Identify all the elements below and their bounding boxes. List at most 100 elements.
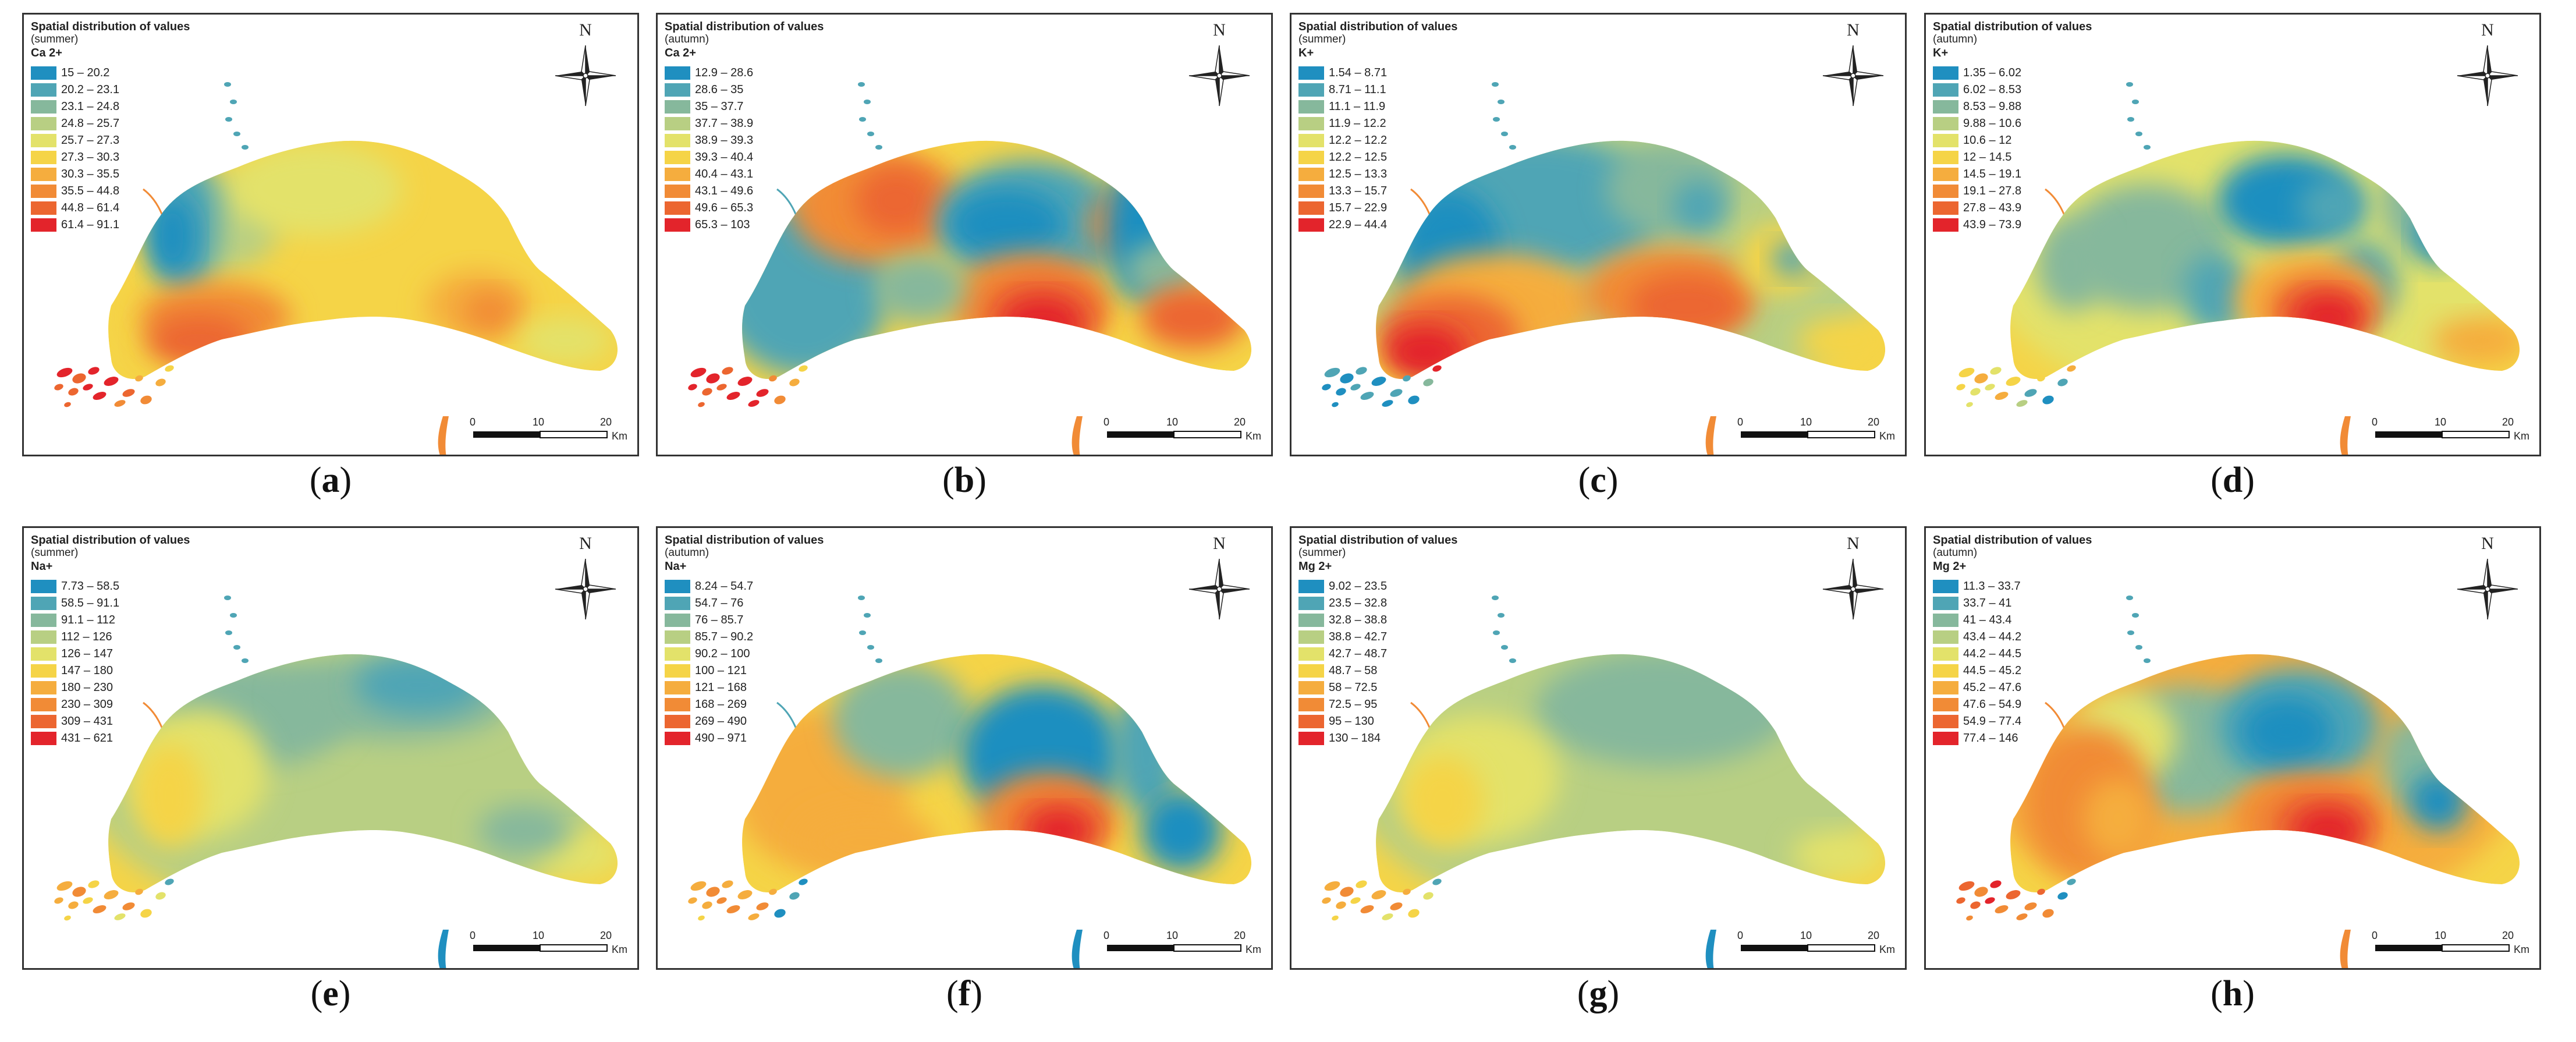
value-zone xyxy=(2293,294,2362,341)
coastal-feature xyxy=(1705,930,1716,968)
legend: Spatial distribution of values (autumn) … xyxy=(1933,534,2092,747)
legend-swatch xyxy=(665,151,690,164)
legend-swatch xyxy=(665,83,690,97)
island xyxy=(1350,897,1361,904)
legend-swatch xyxy=(1298,681,1324,694)
value-zone xyxy=(1402,755,1484,848)
legend-item: 13.3 – 15.7 xyxy=(1298,183,1457,200)
legend-label: 48.7 – 58 xyxy=(1329,664,1378,677)
legend-swatch xyxy=(31,630,56,644)
island xyxy=(2037,888,2045,895)
scale-tick: 10 xyxy=(1166,930,1179,941)
value-zone xyxy=(519,317,612,364)
legend-label: 10.6 – 12 xyxy=(1963,134,2012,147)
legend-item: 32.8 – 38.8 xyxy=(1298,612,1457,629)
legend-swatch xyxy=(31,715,56,728)
legend-swatch xyxy=(1933,664,1958,678)
island xyxy=(2042,909,2054,918)
legend-item: 269 – 490 xyxy=(665,713,824,730)
island xyxy=(155,378,166,387)
map-panel-c: Spatial distribution of values (summer) … xyxy=(1290,13,1907,456)
legend-label: 95 – 130 xyxy=(1329,715,1374,728)
islet xyxy=(864,613,871,618)
legend-item: 54.9 – 77.4 xyxy=(1933,713,2092,730)
legend-item: 7.73 – 58.5 xyxy=(31,578,190,595)
island xyxy=(1966,402,1973,407)
legend-title: Spatial distribution of values xyxy=(31,534,190,547)
island xyxy=(140,395,152,405)
island xyxy=(799,878,808,885)
map-canvas xyxy=(54,82,618,455)
legend-item: 431 – 621 xyxy=(31,730,190,747)
island xyxy=(64,915,71,921)
island xyxy=(1970,388,1981,396)
legend-label: 126 – 147 xyxy=(61,647,113,660)
legend-item: 130 – 184 xyxy=(1298,730,1457,747)
island xyxy=(726,392,740,400)
legend-item: 76 – 85.7 xyxy=(665,612,824,629)
legend: Spatial distribution of values (autumn) … xyxy=(665,20,824,233)
islet xyxy=(2127,117,2134,122)
legend-swatch xyxy=(31,732,56,745)
scale-unit: Km xyxy=(2514,430,2529,442)
islet xyxy=(224,82,231,87)
scale-tick: 0 xyxy=(1737,416,1744,428)
legend-label: 12 – 14.5 xyxy=(1963,151,2012,164)
legend-item: 10.6 – 12 xyxy=(1933,132,2092,149)
legend-season: (autumn) xyxy=(1933,547,1978,559)
island xyxy=(1408,909,1420,918)
island xyxy=(1423,378,1434,387)
legend-item: 43.9 – 73.9 xyxy=(1933,217,2092,233)
legend-swatch xyxy=(665,715,690,728)
legend-swatch xyxy=(31,201,56,215)
legend-label: 100 – 121 xyxy=(695,664,747,677)
legend-swatch xyxy=(665,614,690,627)
value-zone xyxy=(1141,790,1222,871)
islet xyxy=(242,145,249,150)
map-panel-a: Spatial distribution of values (summer) … xyxy=(22,13,639,456)
map-canvas xyxy=(54,596,618,968)
legend-label: 23.5 – 32.8 xyxy=(1329,597,1388,609)
map-panel-b: Spatial distribution of values (autumn) … xyxy=(656,13,1273,456)
legend-label: 19.1 – 27.8 xyxy=(1963,185,2022,197)
legend-swatch xyxy=(1933,185,1958,198)
island xyxy=(702,901,712,909)
island xyxy=(68,388,79,396)
legend-swatch xyxy=(665,681,690,694)
scale-bar: 0 10 20 Km xyxy=(1735,414,1903,449)
north-label: N xyxy=(2481,534,2494,553)
legend-item: 112 – 126 xyxy=(31,629,190,646)
coastal-feature xyxy=(2340,416,2351,455)
island xyxy=(93,905,107,913)
coastal-feature xyxy=(1071,930,1083,968)
north-label: N xyxy=(579,534,592,553)
value-zone xyxy=(2432,317,2520,364)
scale-tick: 0 xyxy=(470,930,476,941)
panel-caption: (c) xyxy=(1578,460,1619,500)
legend-item: 23.1 – 24.8 xyxy=(31,98,190,115)
legend-item: 309 – 431 xyxy=(31,713,190,730)
legend-season: (autumn) xyxy=(665,33,709,45)
island xyxy=(56,367,73,378)
island xyxy=(1432,878,1442,885)
panel-caption: (b) xyxy=(942,460,987,500)
legend-label: 85.7 – 90.2 xyxy=(695,630,754,643)
islet xyxy=(1493,630,1500,635)
panel-caption-letter: d xyxy=(2222,460,2243,500)
legend-label: 35 – 37.7 xyxy=(695,100,744,113)
islet xyxy=(859,117,866,122)
island xyxy=(2057,378,2068,387)
map-canvas xyxy=(1956,82,2520,455)
scale-unit: Km xyxy=(1879,944,1895,955)
islet xyxy=(864,100,871,104)
island xyxy=(1985,897,1995,904)
legend-ion: Na+ xyxy=(31,560,53,573)
legend-label: 54.7 – 76 xyxy=(695,597,744,609)
legend-item: 24.8 – 25.7 xyxy=(31,115,190,132)
legend-title: Spatial distribution of values xyxy=(1933,534,2092,547)
legend-ion: K+ xyxy=(1933,47,1949,59)
island xyxy=(1403,888,1411,895)
scale-tick: 20 xyxy=(1234,930,1246,941)
island xyxy=(737,377,753,386)
legend-label: 37.7 – 38.9 xyxy=(695,117,754,130)
